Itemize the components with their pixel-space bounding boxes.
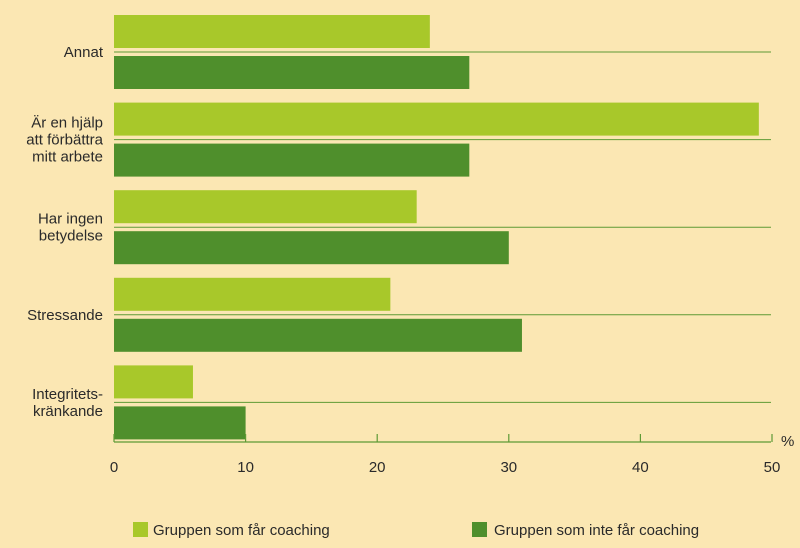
- x-tick-label: 10: [237, 459, 254, 476]
- x-tick-label: 20: [369, 459, 386, 476]
- legend: Gruppen som får coaching Gruppen som inte…: [133, 522, 699, 539]
- category-label: Har ingen betydelse: [38, 211, 103, 245]
- bar-coaching: [114, 15, 430, 48]
- bar-no-coaching: [114, 56, 470, 89]
- category-label: Integritets-kränkande: [32, 386, 103, 420]
- x-tick-label: 40: [632, 459, 649, 476]
- bars-group: [114, 15, 759, 440]
- category-label: Är en hjälp att förbättra mitt arbete: [26, 115, 103, 166]
- x-tick-label: 50: [764, 459, 781, 476]
- legend-label: Gruppen som får coaching: [153, 522, 330, 539]
- legend-swatch: [472, 522, 487, 537]
- bar-no-coaching: [114, 318, 522, 352]
- bar-coaching: [114, 190, 417, 224]
- category-label: Annat: [64, 44, 104, 61]
- bar-no-coaching: [114, 143, 470, 177]
- bar-no-coaching: [114, 406, 246, 440]
- category-label: Stressande: [27, 307, 103, 324]
- bar-no-coaching: [114, 231, 509, 265]
- legend-label: Gruppen som inte får coaching: [494, 522, 699, 539]
- x-axis: 0 10 20 30 40 50%: [110, 433, 795, 476]
- bar-coaching: [114, 365, 193, 399]
- category-labels: Annat Är en hjälp att förbättra mitt arbete…: [26, 44, 104, 420]
- row-separators: [114, 51, 771, 403]
- bar-coaching: [114, 102, 759, 136]
- bar-coaching: [114, 277, 391, 311]
- x-tick-label: 30: [500, 459, 517, 476]
- legend-swatch: [133, 522, 148, 537]
- x-tick-label: 0: [110, 459, 118, 476]
- x-unit-label: %: [781, 433, 794, 450]
